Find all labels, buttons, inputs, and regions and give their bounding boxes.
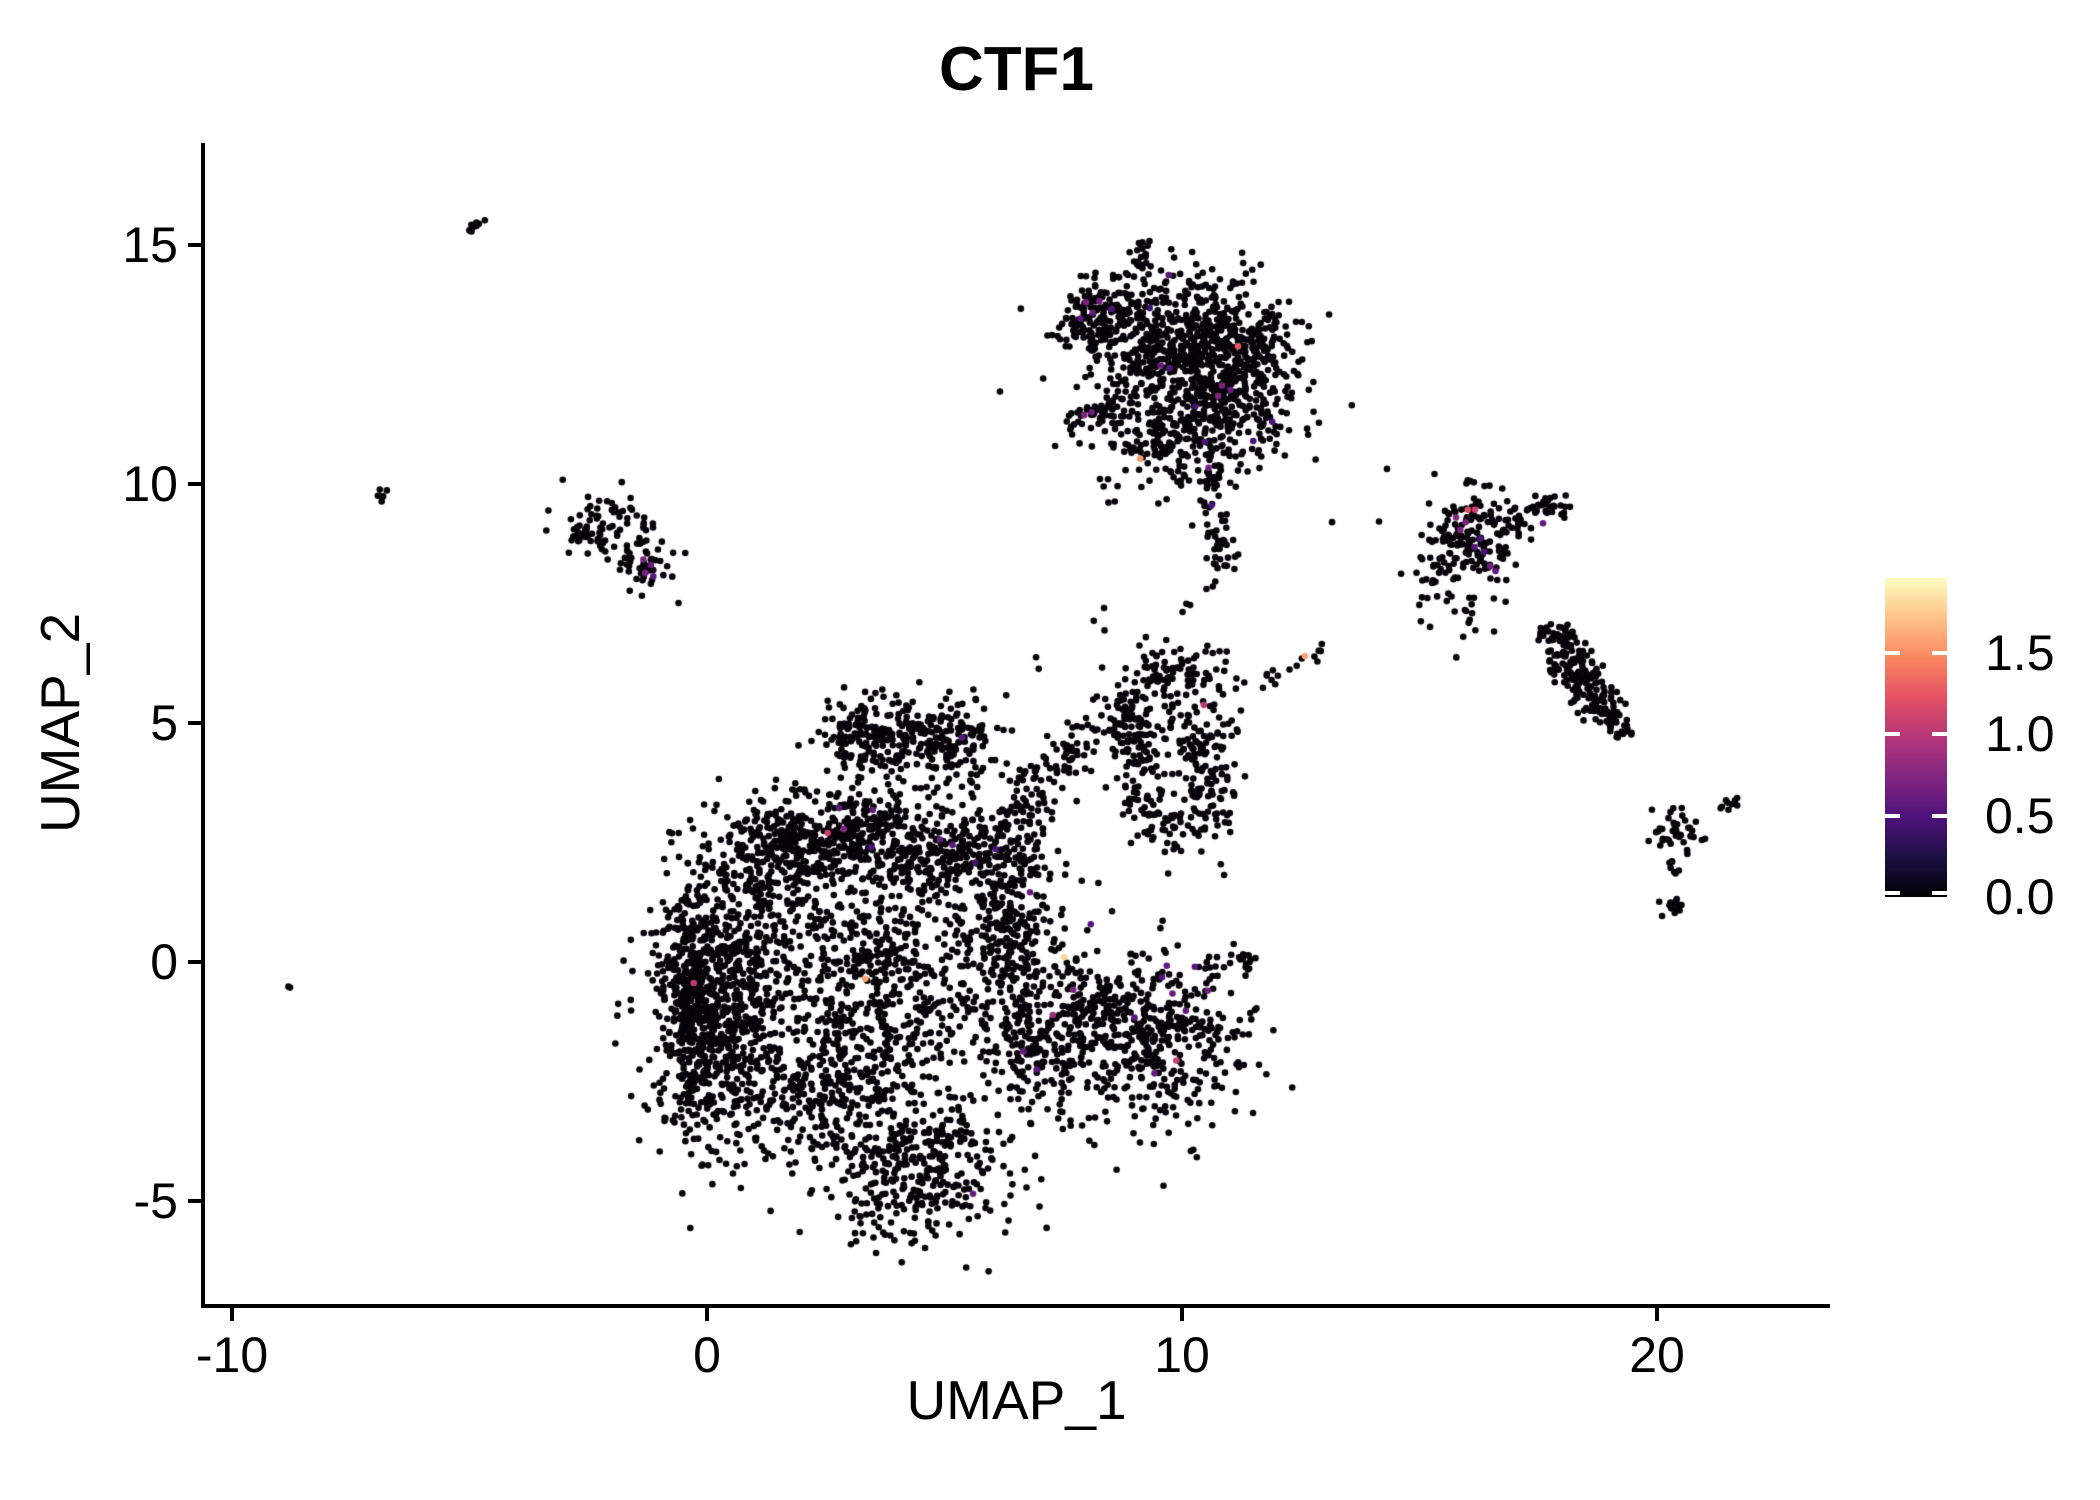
colorbar-gradient bbox=[1885, 578, 1947, 897]
x-tick-label: 20 bbox=[1629, 1327, 1685, 1383]
x-tick-label: 0 bbox=[693, 1327, 721, 1383]
y-tick-label: -5 bbox=[133, 1173, 178, 1229]
y-tick-label: 15 bbox=[122, 217, 178, 273]
y-tick bbox=[188, 960, 201, 964]
x-axis-line bbox=[201, 1304, 1830, 1308]
y-tick bbox=[188, 243, 201, 247]
x-tick bbox=[1180, 1308, 1184, 1321]
y-tick bbox=[188, 1199, 201, 1203]
colorbar-tick-left bbox=[1885, 891, 1900, 895]
x-axis-title: UMAP_1 bbox=[906, 1369, 1127, 1431]
colorbar-tick-label: 1.5 bbox=[1985, 624, 2055, 681]
y-tick-label: 10 bbox=[122, 456, 178, 512]
plot-title: CTF1 bbox=[939, 35, 1094, 104]
colorbar-tick-left bbox=[1885, 732, 1900, 737]
y-tick-label: 5 bbox=[150, 695, 178, 751]
y-axis-title: UMAP_2 bbox=[29, 612, 91, 834]
y-tick-label: 0 bbox=[150, 934, 178, 990]
x-tick-label: 10 bbox=[1154, 1327, 1210, 1383]
colorbar-tick-right bbox=[1932, 732, 1947, 737]
colorbar-tick-right bbox=[1932, 891, 1947, 895]
x-tick bbox=[705, 1308, 709, 1321]
colorbar-tick-label: 0.5 bbox=[1985, 787, 2055, 844]
colorbar-tick-left bbox=[1885, 813, 1900, 818]
x-tick-label: -10 bbox=[195, 1327, 269, 1383]
colorbar-tick-right bbox=[1932, 650, 1947, 655]
colorbar-tick-label: 0.0 bbox=[1985, 869, 2055, 925]
colorbar-tick-right bbox=[1932, 813, 1947, 818]
colorbar-tick-label: 1.0 bbox=[1985, 706, 2055, 763]
x-tick bbox=[230, 1308, 234, 1321]
y-axis-line bbox=[201, 143, 205, 1308]
y-tick bbox=[188, 482, 201, 486]
colorbar-tick-left bbox=[1885, 650, 1900, 655]
x-tick bbox=[1655, 1308, 1659, 1321]
y-tick bbox=[188, 721, 201, 725]
